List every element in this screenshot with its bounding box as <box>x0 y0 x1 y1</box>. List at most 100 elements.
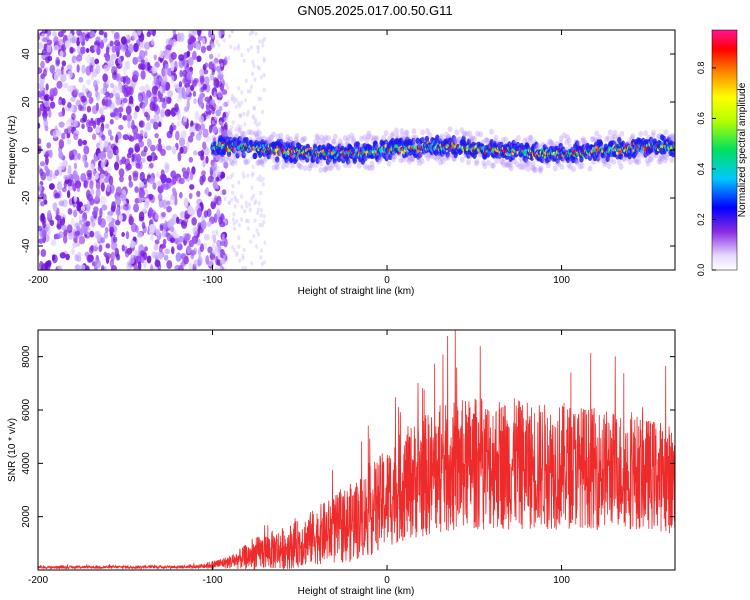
noise-blob <box>122 76 127 85</box>
noise-blob <box>237 223 241 228</box>
noise-blob <box>250 185 254 190</box>
noise-blob <box>46 43 52 53</box>
signal-halo <box>571 165 576 172</box>
noise-blob <box>135 162 141 169</box>
noise-blob <box>177 218 184 225</box>
noise-blob <box>128 174 132 182</box>
noise-blob <box>38 82 42 90</box>
noise-blob <box>115 149 120 155</box>
noise-blob <box>136 39 141 47</box>
signal-halo <box>587 165 593 172</box>
noise-blob <box>89 30 96 38</box>
noise-blob <box>177 151 182 162</box>
noise-blob <box>211 243 215 248</box>
noise-blob <box>191 79 198 87</box>
y-tick-label: 8000 <box>21 345 32 368</box>
noise-blob <box>116 253 121 261</box>
noise-blob <box>211 120 215 125</box>
noise-blob <box>242 111 246 117</box>
noise-blob <box>176 112 182 121</box>
noise-blob <box>133 110 138 120</box>
noise-blob <box>193 97 197 105</box>
noise-blob <box>67 208 73 215</box>
noise-blob <box>188 156 194 163</box>
noise-blob <box>230 197 234 202</box>
noise-blob <box>66 64 73 72</box>
noise-blob <box>77 138 83 147</box>
noise-blob <box>52 130 58 139</box>
signal-halo <box>630 133 636 140</box>
noise-blob <box>61 60 66 67</box>
noise-blob <box>138 137 143 143</box>
noise-blob <box>151 85 158 95</box>
noise-blob <box>251 59 255 65</box>
noise-blob <box>176 32 182 43</box>
noise-blob <box>94 90 99 98</box>
noise-blob <box>208 53 214 60</box>
noise-blob <box>183 197 189 207</box>
noise-blob <box>211 198 215 203</box>
noise-blob <box>151 65 158 74</box>
noise-blob <box>184 83 191 89</box>
noise-blob <box>138 120 145 129</box>
noise-blob <box>136 153 142 163</box>
noise-blob <box>89 64 94 73</box>
noise-blob <box>58 111 64 118</box>
noise-blob <box>143 259 147 268</box>
noise-blob <box>216 239 222 247</box>
noise-blob <box>93 246 98 252</box>
noise-blob <box>102 73 108 82</box>
noise-blob <box>134 249 139 256</box>
noise-blob <box>200 220 207 230</box>
noise-blob <box>125 105 132 115</box>
noise-blob <box>70 218 75 227</box>
noise-blob <box>220 124 224 134</box>
noise-blob <box>161 211 166 218</box>
noise-blob <box>71 119 79 128</box>
noise-blob <box>99 207 103 218</box>
noise-blob <box>121 232 125 238</box>
noise-blob <box>66 139 72 145</box>
signal-band <box>226 150 232 158</box>
noise-blob <box>227 110 231 115</box>
noise-blob <box>241 253 245 258</box>
noise-blob <box>75 54 83 62</box>
noise-blob <box>58 99 63 106</box>
noise-blob <box>212 125 218 134</box>
noise-blob <box>143 201 150 209</box>
noise-blob <box>66 132 71 139</box>
signal-halo <box>612 129 618 136</box>
noise-blob <box>199 243 204 253</box>
noise-blob <box>179 70 183 78</box>
noise-blob <box>109 259 115 268</box>
signal-halo <box>605 135 611 142</box>
signal-halo <box>231 152 237 159</box>
noise-blob <box>160 108 165 118</box>
noise-blob <box>128 180 133 188</box>
y-tick-label: -20 <box>21 190 32 205</box>
noise-blob <box>115 92 120 100</box>
noise-blob <box>189 184 195 190</box>
noise-blob <box>56 59 60 65</box>
noise-blob <box>118 175 124 183</box>
noise-blob <box>79 264 86 270</box>
signal-halo <box>643 130 648 137</box>
noise-blob <box>181 145 188 155</box>
noise-blob <box>171 187 177 194</box>
signal-halo <box>223 156 229 163</box>
noise-blob <box>99 126 104 132</box>
signal-halo <box>233 133 239 140</box>
noise-blob <box>170 170 176 179</box>
noise-blob <box>81 217 86 224</box>
noise-blob <box>231 190 235 195</box>
noise-blob <box>125 231 130 240</box>
noise-blob <box>115 206 120 216</box>
noise-blob <box>79 219 83 226</box>
noise-blob <box>148 177 155 185</box>
x-tick-label: 0 <box>384 575 390 586</box>
noise-blob <box>246 219 250 224</box>
noise-blob <box>61 224 67 231</box>
noise-blob <box>146 31 151 38</box>
noise-blob <box>197 30 202 37</box>
noise-blob <box>253 77 257 82</box>
